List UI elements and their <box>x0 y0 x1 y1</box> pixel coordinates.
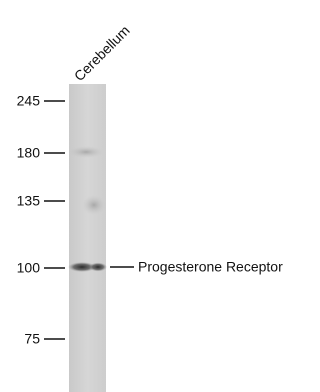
lane <box>69 84 106 392</box>
marker-label: 100 <box>17 260 41 276</box>
marker-label: 75 <box>24 331 40 347</box>
marker-label: 245 <box>17 93 41 109</box>
band-label: Progesterone Receptor <box>138 259 283 275</box>
marker-ladder: 245 180 135 100 75 <box>17 93 65 347</box>
lane-label: Cerebellum <box>71 22 133 84</box>
faint-band <box>82 195 106 215</box>
blot-figure: Cerebellum Progesterone Receptor 245 180 1… <box>0 0 318 392</box>
page: Cerebellum Progesterone Receptor 245 180 1… <box>0 0 318 392</box>
marker-label: 180 <box>17 145 41 161</box>
faint-band <box>68 146 104 158</box>
marker-label: 135 <box>17 193 41 209</box>
band <box>89 263 107 272</box>
